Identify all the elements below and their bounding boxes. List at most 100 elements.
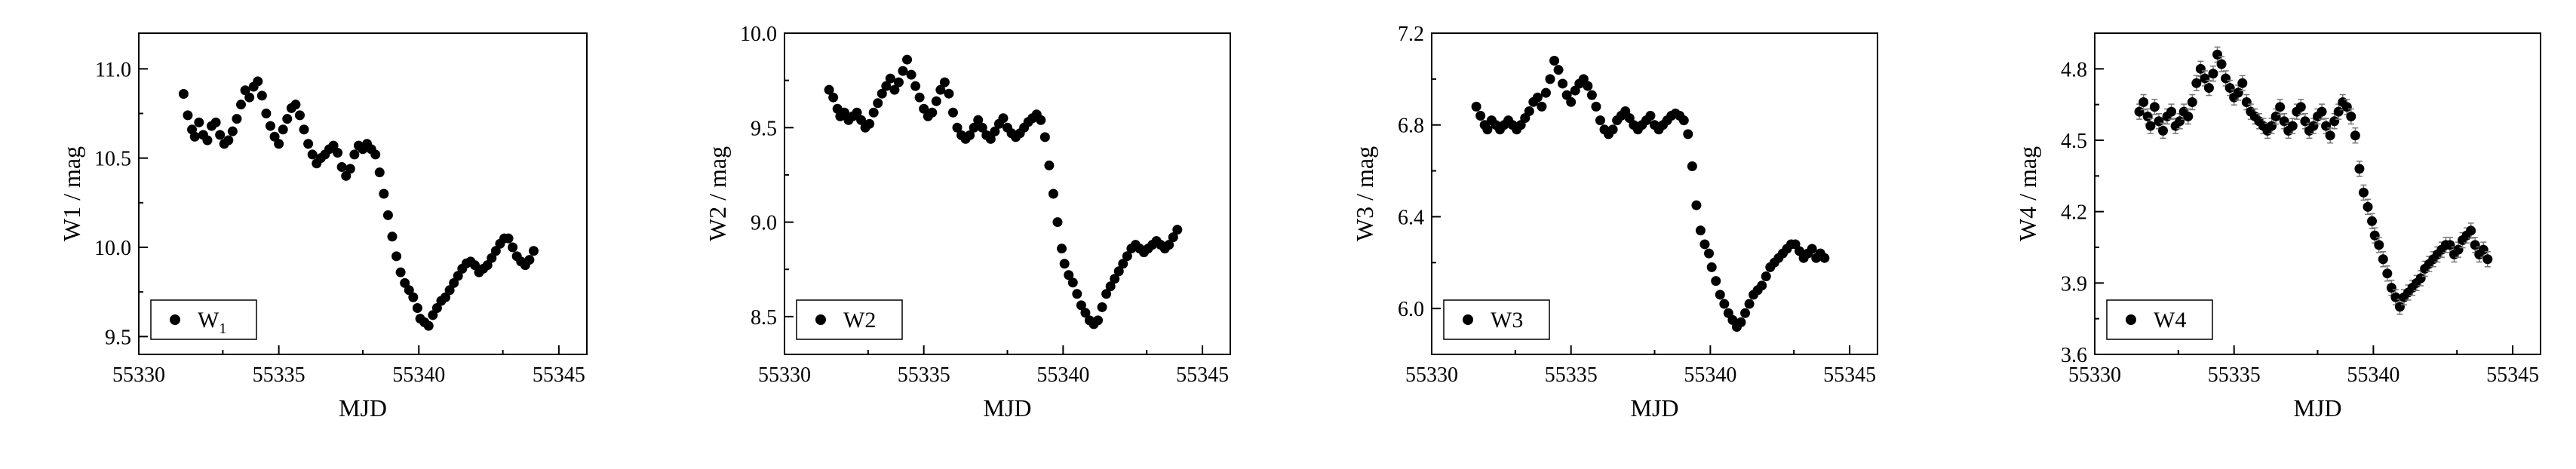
data-point	[1113, 266, 1124, 277]
data-point	[868, 107, 879, 118]
data-point	[1471, 101, 1481, 112]
data-point	[1168, 232, 1178, 243]
data-point	[856, 115, 867, 125]
data-point	[1097, 302, 1107, 312]
data-point	[1687, 161, 1697, 171]
data-point	[839, 107, 849, 118]
y-axis-label: W2 / mag	[704, 146, 731, 241]
data-point	[1761, 271, 1771, 282]
data-point	[178, 88, 189, 99]
data-point	[2142, 111, 2153, 121]
data-point	[2386, 283, 2396, 293]
data-point	[2287, 121, 2298, 131]
data-point	[965, 130, 975, 140]
data-point	[1566, 97, 1577, 107]
data-point	[1706, 262, 1717, 272]
legend-marker	[815, 314, 826, 325]
data-point	[1064, 270, 1074, 280]
data-point	[1118, 259, 1128, 269]
legend-label: W3	[1491, 308, 1523, 333]
data-point	[290, 100, 301, 110]
data-point	[2317, 106, 2327, 117]
data-point	[1699, 239, 1710, 250]
data-point	[2200, 73, 2210, 84]
data-point	[1172, 225, 1183, 235]
data-point	[1607, 124, 1618, 135]
data-point	[1105, 281, 1116, 292]
data-point	[299, 124, 309, 135]
data-point	[2187, 97, 2197, 108]
data-point	[303, 139, 314, 149]
data-point	[2134, 106, 2145, 117]
y-tick-label: 10.5	[94, 148, 131, 171]
data-point	[824, 84, 834, 95]
data-point	[232, 114, 242, 124]
data-point	[256, 90, 267, 101]
data-point	[2329, 116, 2340, 127]
data-point	[294, 110, 305, 121]
data-point	[274, 139, 284, 149]
data-point	[269, 131, 280, 142]
data-point	[2157, 125, 2168, 136]
data-point	[1072, 289, 1082, 299]
data-point	[2166, 106, 2177, 117]
data-point	[969, 122, 979, 133]
data-point	[1110, 274, 1120, 284]
x-tick-label: 55335	[898, 363, 950, 387]
data-point	[2482, 254, 2493, 265]
data-point	[1553, 65, 1564, 75]
data-point	[307, 149, 318, 160]
y-tick-label: 10.0	[740, 23, 777, 46]
data-point	[341, 170, 352, 181]
data-point	[1164, 240, 1174, 250]
data-point	[508, 242, 518, 253]
data-point	[828, 92, 839, 103]
data-point	[444, 285, 455, 296]
data-point	[2466, 225, 2476, 236]
data-point	[387, 231, 398, 242]
x-tick-label: 55345	[2486, 363, 2539, 387]
data-point	[1537, 101, 1547, 112]
data-point	[910, 81, 921, 91]
y-tick-label: 4.5	[2061, 130, 2087, 153]
data-point	[2154, 116, 2164, 127]
legend-marker	[170, 314, 180, 325]
data-point	[1744, 299, 1755, 309]
y-tick-label: 9.5	[751, 117, 777, 140]
data-point	[189, 131, 200, 142]
y-tick-label: 11.0	[95, 58, 131, 81]
data-point	[852, 107, 862, 118]
data-point	[408, 292, 419, 302]
data-point	[952, 122, 963, 133]
y-tick-label: 6.0	[1398, 298, 1424, 321]
data-point	[2216, 59, 2227, 69]
data-point	[2382, 268, 2393, 279]
data-point	[1678, 115, 1689, 126]
x-tick-label: 55330	[2068, 363, 2121, 387]
data-point	[985, 133, 996, 144]
data-point	[449, 277, 459, 288]
data-point	[1704, 248, 1715, 259]
data-point	[1093, 315, 1104, 326]
data-point	[1695, 225, 1706, 236]
data-point	[382, 210, 393, 220]
data-point	[1059, 259, 1070, 269]
legend-marker	[1463, 314, 1473, 325]
x-tick-label: 55335	[253, 363, 305, 387]
legend-box	[2106, 299, 2213, 340]
data-point	[253, 76, 263, 87]
chart-panel-1: 55330 55335 55340 55345 9.5 10.0 10.5 11.0 MJD W1…	[58, 32, 588, 421]
data-point	[261, 109, 272, 118]
data-point	[881, 81, 892, 91]
data-point	[431, 302, 442, 313]
data-point	[1532, 92, 1543, 103]
data-point	[1736, 317, 1746, 327]
legend: W3	[1443, 299, 1550, 340]
x-tick-label: 55340	[1036, 363, 1089, 387]
data-point	[1819, 253, 1830, 263]
data-point	[902, 54, 913, 65]
y-tick-label: 6.4	[1398, 206, 1424, 229]
data-point	[2149, 102, 2160, 112]
x-axis-label: MJD	[983, 394, 1031, 421]
